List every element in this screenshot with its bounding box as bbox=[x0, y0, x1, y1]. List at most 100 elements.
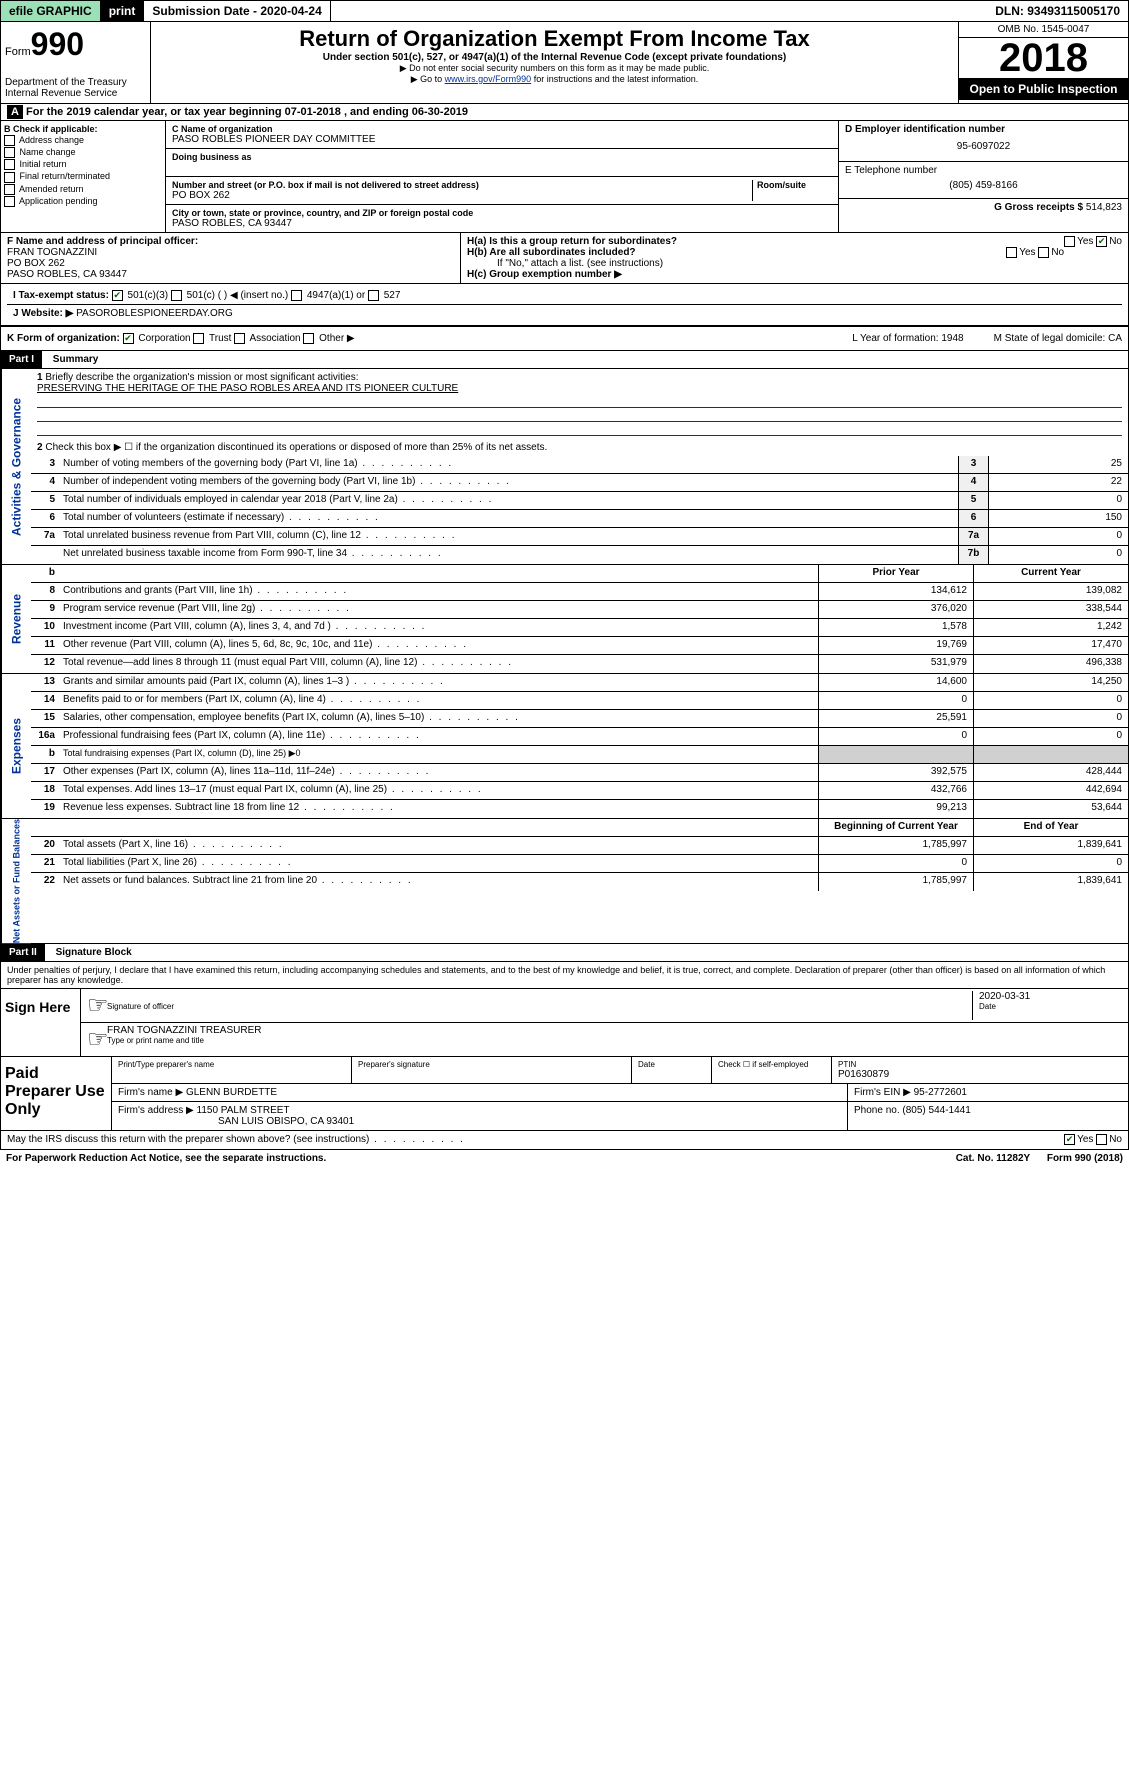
opt-assoc: Association bbox=[249, 333, 300, 344]
sig-label: Signature of officer bbox=[107, 1002, 972, 1011]
firm-addr1: 1150 PALM STREET bbox=[197, 1105, 290, 1116]
ha-yes-checkbox[interactable] bbox=[1064, 236, 1075, 247]
org-city: PASO ROBLES, CA 93447 bbox=[172, 218, 832, 229]
b-opt[interactable]: Amended return bbox=[4, 184, 162, 195]
expense-row: 18Total expenses. Add lines 13–17 (must … bbox=[31, 782, 1128, 800]
firm-addr2: SAN LUIS OBISPO, CA 93401 bbox=[118, 1116, 354, 1127]
side-revenue: Revenue bbox=[1, 565, 31, 673]
officer-addr2: PASO ROBLES, CA 93447 bbox=[7, 269, 454, 280]
b-opt[interactable]: Initial return bbox=[4, 159, 162, 170]
q2-text: Check this box ▶ ☐ if the organization d… bbox=[45, 442, 547, 453]
side-governance: Activities & Governance bbox=[1, 369, 31, 564]
b-opt[interactable]: Final return/terminated bbox=[4, 171, 162, 182]
b-opt[interactable]: Application pending bbox=[4, 196, 162, 207]
side-expenses: Expenses bbox=[1, 674, 31, 818]
current-header: Current Year bbox=[973, 565, 1128, 582]
dln: DLN: 93493115005170 bbox=[987, 1, 1128, 21]
state-domicile: M State of legal domicile: CA bbox=[994, 333, 1122, 344]
discuss-no-checkbox[interactable] bbox=[1096, 1134, 1107, 1145]
summary-row: 5Total number of individuals employed in… bbox=[31, 492, 1128, 510]
tax-year: 2018 bbox=[959, 38, 1128, 78]
discuss-yes-checkbox[interactable] bbox=[1064, 1134, 1075, 1145]
hb-note: If "No," attach a list. (see instruction… bbox=[467, 258, 1122, 269]
part2-title: Signature Block bbox=[48, 944, 140, 961]
department: Department of the Treasury Internal Reve… bbox=[5, 77, 146, 99]
trust-checkbox[interactable] bbox=[193, 333, 204, 344]
section-b: B Check if applicable: Address change Na… bbox=[1, 121, 166, 232]
self-emp-label: Check ☐ if self-employed bbox=[712, 1057, 832, 1083]
assoc-checkbox[interactable] bbox=[234, 333, 245, 344]
part1-num: Part I bbox=[1, 351, 42, 368]
balance-row: 22Net assets or fund balances. Subtract … bbox=[31, 873, 1128, 891]
firm-ein: 95-2772601 bbox=[914, 1087, 967, 1098]
k-label: K Form of organization: bbox=[7, 333, 120, 344]
gross-label: G Gross receipts $ bbox=[994, 202, 1083, 213]
paperwork-notice: For Paperwork Reduction Act Notice, see … bbox=[6, 1153, 326, 1164]
city-label: City or town, state or province, country… bbox=[172, 208, 832, 218]
ein-value: 95-6097022 bbox=[845, 135, 1122, 158]
addr-label: Number and street (or P.O. box if mail i… bbox=[172, 180, 752, 190]
part1-title: Summary bbox=[45, 351, 107, 368]
other-checkbox[interactable] bbox=[303, 333, 314, 344]
opt-other: Other ▶ bbox=[319, 333, 354, 344]
527-checkbox[interactable] bbox=[368, 290, 379, 301]
row-ij: I Tax-exempt status: 501(c)(3) 501(c) ( … bbox=[0, 284, 1129, 327]
section-bcd: B Check if applicable: Address change Na… bbox=[0, 121, 1129, 233]
expense-row: 16aProfessional fundraising fees (Part I… bbox=[31, 728, 1128, 746]
hb-no-checkbox[interactable] bbox=[1038, 247, 1049, 258]
i-label: I Tax-exempt status: bbox=[13, 290, 109, 301]
form-number: 990 bbox=[31, 26, 84, 62]
side-balances: Net Assets or Fund Balances bbox=[1, 819, 31, 943]
opt-trust: Trust bbox=[209, 333, 231, 344]
balances-section: Net Assets or Fund Balances Beginning of… bbox=[0, 819, 1129, 944]
firm-phone-label: Phone no. bbox=[854, 1105, 900, 1116]
top-bar: efile GRAPHIC print Submission Date - 20… bbox=[0, 0, 1129, 22]
year-formation: L Year of formation: 1948 bbox=[852, 333, 963, 344]
expense-row: 15Salaries, other compensation, employee… bbox=[31, 710, 1128, 728]
balance-row: 20Total assets (Part X, line 16)1,785,99… bbox=[31, 837, 1128, 855]
sign-section: Sign Here ☞ Signature of officer2020-03-… bbox=[0, 989, 1129, 1057]
revenue-row: 8Contributions and grants (Part VIII, li… bbox=[31, 583, 1128, 601]
section-deg: D Employer identification number95-60970… bbox=[838, 121, 1128, 232]
summary-row: 4Number of independent voting members of… bbox=[31, 474, 1128, 492]
balance-row: 21Total liabilities (Part X, line 26)00 bbox=[31, 855, 1128, 873]
4947-checkbox[interactable] bbox=[291, 290, 302, 301]
paid-label: Paid Preparer Use Only bbox=[1, 1057, 111, 1130]
ptin-value: P01630879 bbox=[838, 1069, 1122, 1080]
revenue-row: 12Total revenue—add lines 8 through 11 (… bbox=[31, 655, 1128, 673]
expense-row: bTotal fundraising expenses (Part IX, co… bbox=[31, 746, 1128, 764]
form-word: Form bbox=[5, 46, 31, 58]
discuss-text: May the IRS discuss this return with the… bbox=[7, 1134, 465, 1145]
firm-addr-label: Firm's address ▶ bbox=[118, 1105, 194, 1116]
opt-corp: Corporation bbox=[138, 333, 190, 344]
form-subtitle: Under section 501(c), 527, or 4947(a)(1)… bbox=[155, 52, 954, 63]
section-fh: F Name and address of principal officer:… bbox=[0, 233, 1129, 284]
inspection-badge: Open to Public Inspection bbox=[959, 78, 1128, 100]
revenue-section: Revenue b Prior Year Current Year 8Contr… bbox=[0, 565, 1129, 674]
b-opt[interactable]: Name change bbox=[4, 147, 162, 158]
revenue-row: 10Investment income (Part VIII, column (… bbox=[31, 619, 1128, 637]
signer-name: FRAN TOGNAZZINI TREASURER bbox=[107, 1025, 261, 1036]
firm-label: Firm's name ▶ bbox=[118, 1087, 183, 1098]
col-b: b bbox=[31, 565, 59, 582]
begin-header: Beginning of Current Year bbox=[818, 819, 973, 836]
date-label: Date bbox=[979, 1002, 1122, 1011]
org-address: PO BOX 262 bbox=[172, 190, 752, 201]
b-opt[interactable]: Address change bbox=[4, 135, 162, 146]
efile-button[interactable]: efile GRAPHIC bbox=[1, 1, 101, 21]
f-label: F Name and address of principal officer: bbox=[7, 236, 454, 247]
hb-yes-checkbox[interactable] bbox=[1006, 247, 1017, 258]
ha-no-checkbox[interactable] bbox=[1096, 236, 1107, 247]
prep-name-label: Print/Type preparer's name bbox=[118, 1060, 345, 1069]
mission-text: PRESERVING THE HERITAGE OF THE PASO ROBL… bbox=[37, 383, 458, 394]
paid-preparer-section: Paid Preparer Use Only Print/Type prepar… bbox=[0, 1057, 1129, 1131]
501c3-checkbox[interactable] bbox=[112, 290, 123, 301]
form-header: Form990 Department of the Treasury Inter… bbox=[0, 22, 1129, 104]
opt-501c: 501(c) ( ) ◀ (insert no.) bbox=[187, 290, 289, 301]
irs-link[interactable]: www.irs.gov/Form990 bbox=[445, 74, 532, 84]
opt-527: 527 bbox=[384, 290, 401, 301]
501c-checkbox[interactable] bbox=[171, 290, 182, 301]
print-button[interactable]: print bbox=[101, 1, 145, 21]
prior-header: Prior Year bbox=[818, 565, 973, 582]
corp-checkbox[interactable] bbox=[123, 333, 134, 344]
